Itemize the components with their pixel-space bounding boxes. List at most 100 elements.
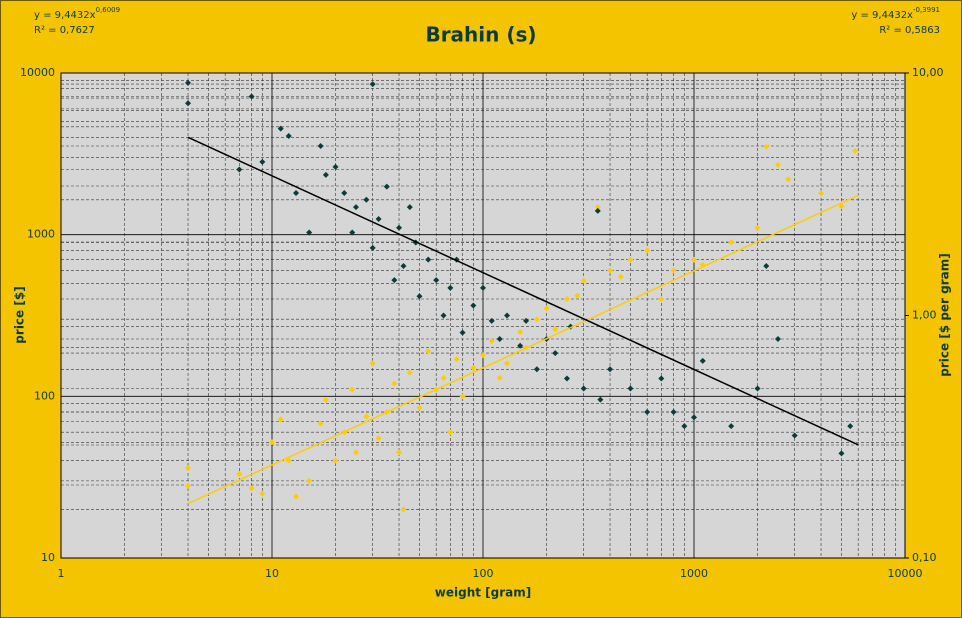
chart-title: Brahin (s) xyxy=(425,23,536,47)
x-axis-title: weight [gram] xyxy=(435,586,531,600)
point xyxy=(691,256,697,263)
point xyxy=(617,273,624,280)
point xyxy=(363,196,370,203)
point xyxy=(236,471,243,478)
point xyxy=(580,277,587,284)
point xyxy=(459,393,466,400)
point xyxy=(563,375,570,382)
trend-line xyxy=(187,194,859,505)
point xyxy=(400,263,407,270)
point xyxy=(332,163,339,170)
point xyxy=(496,374,503,381)
point xyxy=(400,506,407,513)
point xyxy=(644,247,651,254)
x-tick-label: 100 xyxy=(473,567,494,580)
point xyxy=(277,416,284,423)
point xyxy=(658,296,665,303)
point xyxy=(248,93,255,100)
y-tick-label: 1000 xyxy=(27,228,55,241)
point xyxy=(363,413,370,420)
point xyxy=(285,132,292,139)
point xyxy=(517,342,524,349)
point xyxy=(644,409,651,416)
point xyxy=(670,267,677,274)
point xyxy=(552,350,559,357)
point xyxy=(391,380,398,387)
point xyxy=(847,423,854,430)
x-tick-label: 10000 xyxy=(888,567,923,580)
point xyxy=(396,449,403,456)
point xyxy=(369,244,376,251)
point xyxy=(352,449,359,456)
point xyxy=(523,317,530,324)
annotation: y = 9,4432x0,6009 xyxy=(34,6,120,21)
point xyxy=(607,366,614,373)
exponent: -0,3991 xyxy=(913,6,940,14)
point xyxy=(277,125,284,132)
point xyxy=(185,482,192,489)
point xyxy=(594,207,601,214)
point xyxy=(470,302,477,309)
point xyxy=(691,414,697,421)
point xyxy=(236,166,243,173)
point xyxy=(627,256,634,263)
point xyxy=(293,493,300,500)
plot-border xyxy=(60,72,906,559)
y2-axis-title: price [$ per gram] xyxy=(938,253,952,376)
trend-line xyxy=(187,136,859,446)
point xyxy=(317,420,324,427)
point xyxy=(597,396,604,403)
point xyxy=(269,439,275,446)
point xyxy=(406,204,413,211)
point xyxy=(375,435,382,442)
y-tick-label: 10 xyxy=(41,551,55,564)
r-squared: R² = 0,7627 xyxy=(34,25,95,36)
x-tick-label: 1000 xyxy=(680,567,708,580)
x-tick-label: 1 xyxy=(58,567,65,580)
point xyxy=(248,485,255,492)
point xyxy=(459,329,466,336)
point xyxy=(416,404,423,411)
x-tick-label: 10 xyxy=(265,567,279,580)
y-axis-title: price [$] xyxy=(13,286,27,343)
point xyxy=(533,366,540,373)
point xyxy=(425,256,432,263)
r-squared: R² = 0,5863 xyxy=(879,25,940,36)
point xyxy=(517,328,524,335)
point xyxy=(552,326,559,333)
point xyxy=(543,305,550,312)
point xyxy=(391,277,398,284)
y2-tick-label: 10,00 xyxy=(912,66,944,79)
point xyxy=(488,317,495,324)
point xyxy=(352,204,359,211)
point xyxy=(375,215,382,222)
point xyxy=(594,204,601,211)
exponent: 0,6009 xyxy=(96,6,121,14)
point xyxy=(754,224,761,231)
point xyxy=(574,292,581,299)
equation: y = 9,4432x xyxy=(34,10,96,21)
point xyxy=(763,263,770,270)
point xyxy=(332,457,339,464)
point xyxy=(774,336,781,343)
point xyxy=(293,190,300,197)
point xyxy=(185,100,192,107)
point xyxy=(504,360,511,367)
point xyxy=(447,429,454,436)
point xyxy=(185,465,192,472)
point xyxy=(322,171,329,178)
point xyxy=(670,409,677,416)
point xyxy=(774,161,781,168)
point xyxy=(416,293,423,300)
point xyxy=(533,316,540,323)
point xyxy=(563,296,570,303)
point xyxy=(425,348,432,355)
y-tick-label: 10000 xyxy=(20,66,55,79)
equation: y = 9,4432x xyxy=(851,10,913,21)
point xyxy=(383,183,390,190)
point xyxy=(396,224,403,231)
point xyxy=(480,284,486,291)
point xyxy=(470,364,477,371)
